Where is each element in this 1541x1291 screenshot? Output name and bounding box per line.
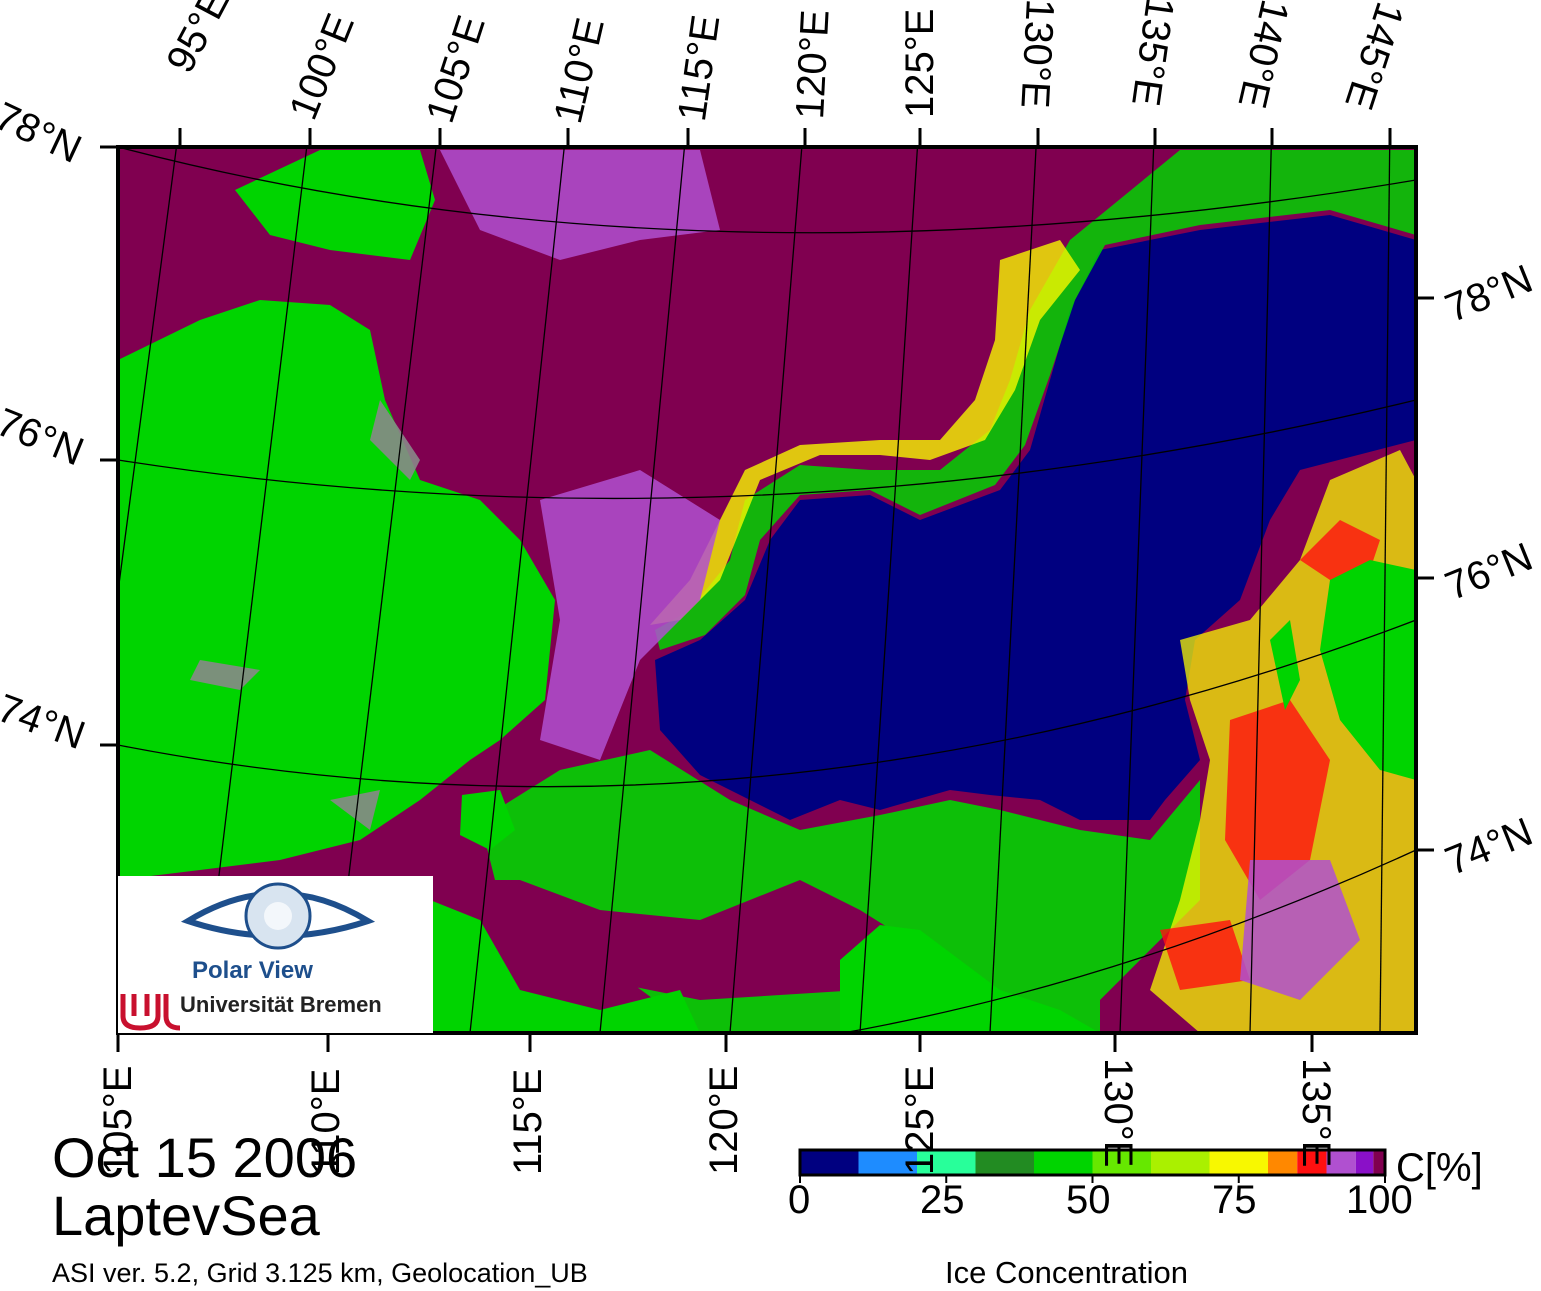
colorbar-tick: 25 <box>920 1178 965 1222</box>
colorbar-title: Ice Concentration <box>945 1255 1188 1290</box>
logo-title: Polar View <box>192 957 313 984</box>
colorbar-bin <box>1209 1150 1268 1175</box>
colorbar-bin <box>1092 1150 1151 1175</box>
colorbar-bin <box>1297 1150 1327 1175</box>
colorbar-bin <box>800 1150 859 1175</box>
colorbar-bin <box>1355 1150 1374 1175</box>
open-water <box>655 215 1416 820</box>
red-ice-spots <box>1160 520 1380 990</box>
bottom-lon-label: 130°E <box>1096 1058 1140 1168</box>
land-new-siberian-islands <box>1270 560 1416 780</box>
map-frame <box>116 145 1418 1035</box>
colorbar <box>798 1148 1387 1183</box>
purple-ice-spots <box>440 150 1360 1000</box>
map-footer: ASI ver. 5.2, Grid 3.125 km, Geolocation… <box>52 1258 588 1288</box>
eye-icon <box>120 882 376 1031</box>
colorbar-tick: 100 <box>1346 1178 1413 1222</box>
land-bolshoy-begichev <box>460 790 515 850</box>
frame-ticks <box>100 128 1434 1052</box>
colorbar-tick: 50 <box>1066 1178 1111 1222</box>
marginal-ice-north <box>655 150 1416 650</box>
coast-gray <box>190 400 420 830</box>
map-date: Oct 15 2006 <box>52 1126 358 1189</box>
colorbar-tick: 0 <box>788 1178 811 1222</box>
bottom-lon-label: 115°E <box>506 1068 550 1175</box>
bottom-lon-label: 120°E <box>702 1065 746 1175</box>
top-lon-label: 130°E <box>1012 0 1062 110</box>
colorbar-bin <box>975 1150 1034 1175</box>
colorbar-bin <box>917 1150 976 1175</box>
colorbar-unit: C[%] <box>1396 1146 1483 1190</box>
colorbar-tick: 75 <box>1212 1178 1257 1222</box>
colorbar-bin <box>858 1150 917 1175</box>
colorbar-bin <box>1326 1150 1356 1175</box>
fast-ice-south <box>430 880 900 1000</box>
land-severnaya-zemlya <box>235 150 435 260</box>
map-area <box>118 147 1416 1033</box>
bottom-lon-label: 135°E <box>1294 1058 1338 1168</box>
colorbar-bin <box>1268 1150 1298 1175</box>
top-lon-label: 120°E <box>788 8 838 121</box>
land-taymyr <box>118 300 555 880</box>
map-region: LaptevSea <box>52 1184 320 1247</box>
land-yakutia-coast <box>430 900 1100 1033</box>
colorbar-bin <box>1034 1150 1093 1175</box>
colorbar-bin <box>1373 1150 1385 1175</box>
top-lon-label: 125°E <box>898 8 942 118</box>
colorbar-bin <box>1151 1150 1210 1175</box>
bottom-lon-label: 125°E <box>898 1065 942 1175</box>
polar-view-logo <box>118 876 433 1033</box>
logo-institution: Universität Bremen <box>180 992 382 1017</box>
